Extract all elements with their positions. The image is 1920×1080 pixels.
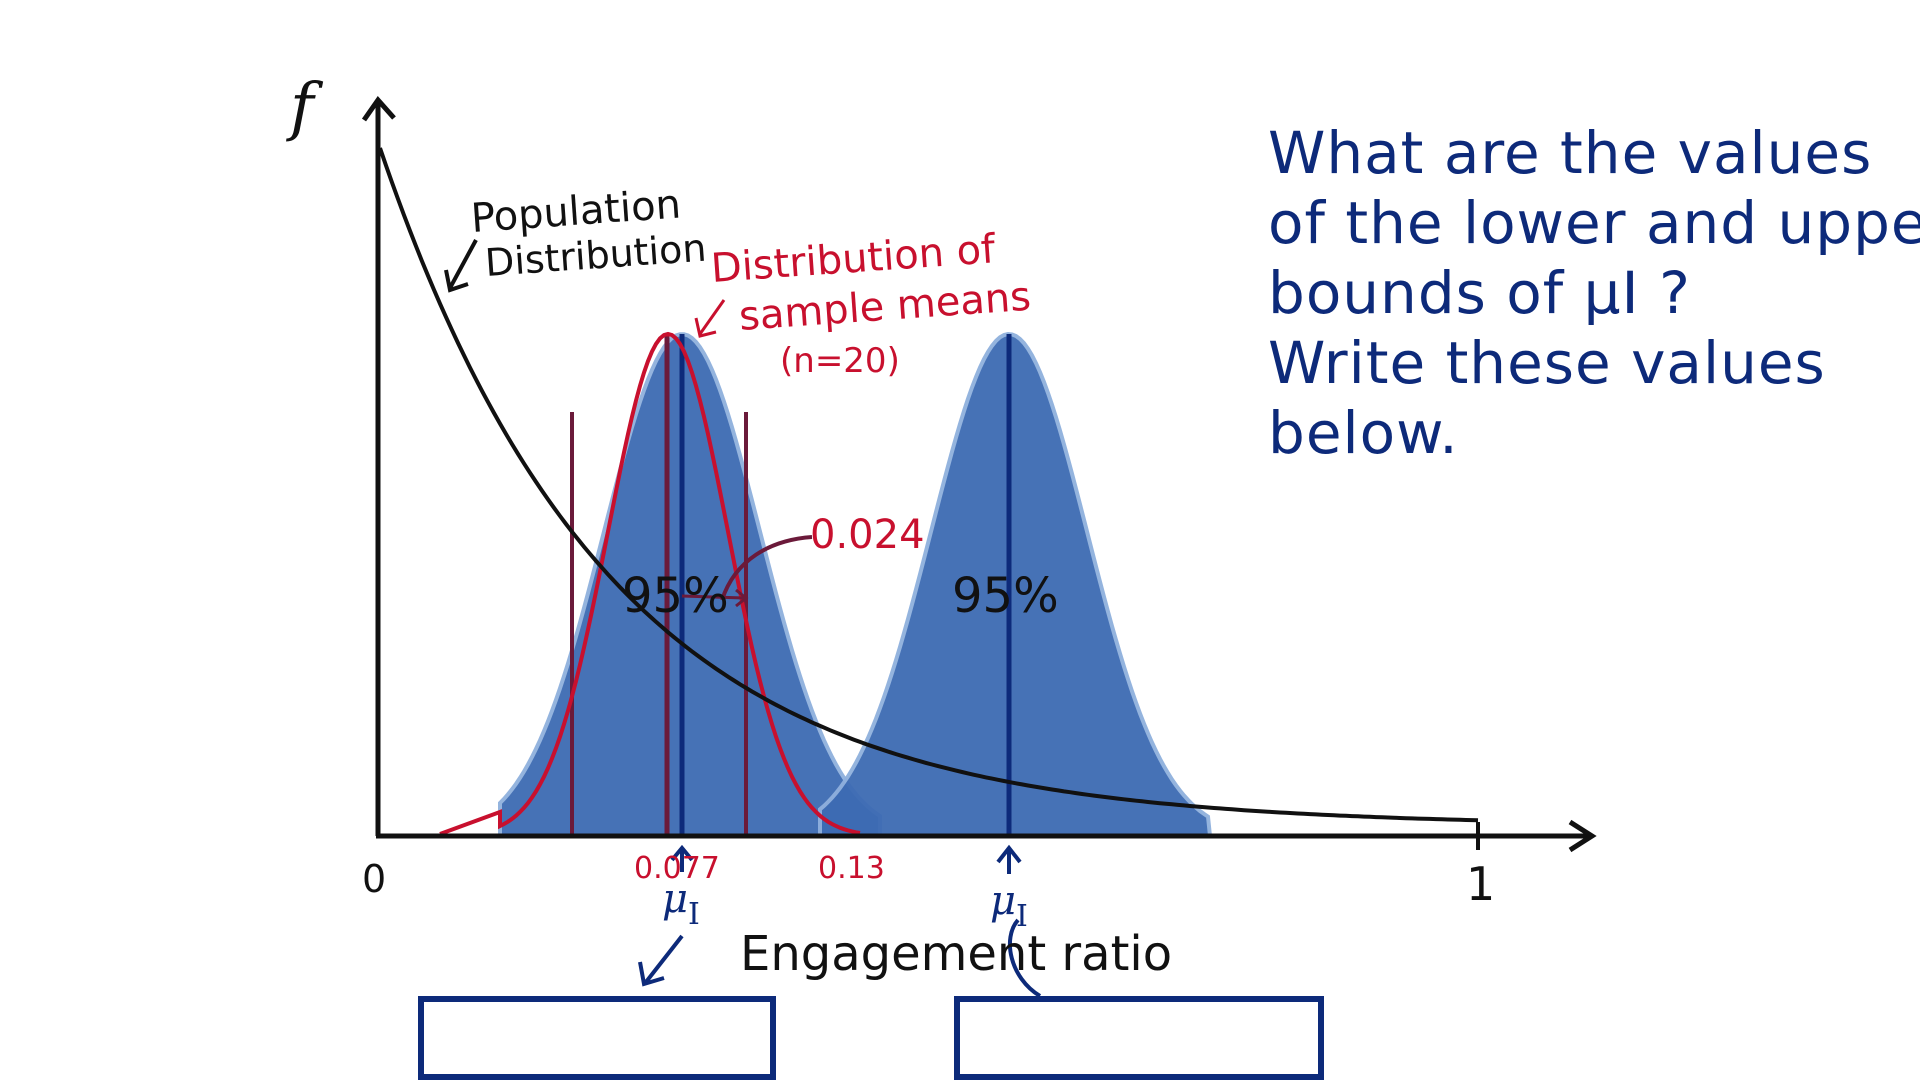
question-line-5: below. <box>1268 399 1459 467</box>
population-pointer <box>444 239 478 293</box>
upper-bound-distribution <box>818 331 1213 838</box>
x-axis-title: Engagement ratio <box>740 926 1172 982</box>
question-line-3: bounds of μI ? <box>1268 259 1691 327</box>
se-pointer <box>720 535 813 601</box>
x-end-label: 1 <box>1466 857 1495 911</box>
sample-pointer <box>694 299 726 338</box>
mu-left-arrow-icon <box>670 844 694 872</box>
se-arrow <box>681 588 749 608</box>
lower-bound-input[interactable] <box>424 1002 770 1074</box>
question-text: What are the values of the lower and upp… <box>1268 118 1920 468</box>
sample-label-line3: (n=20) <box>780 341 900 381</box>
lower-box-pointer <box>638 934 684 987</box>
mu-right-label: μI <box>990 878 1028 934</box>
question-line-2: of the lower and upper <box>1268 189 1920 257</box>
question-line-4: Write these values <box>1268 329 1826 397</box>
upper-bound-input[interactable] <box>960 1002 1318 1074</box>
mu-right-arrow-icon <box>996 844 1022 874</box>
se-label: 0.024 <box>810 512 925 558</box>
sample-means-curve <box>439 331 861 836</box>
tick-label-mean: 0.077 <box>634 851 720 886</box>
x-axis-arrow <box>1568 819 1597 853</box>
lower-bound-box[interactable] <box>418 996 776 1080</box>
question-line-1: What are the values <box>1268 119 1873 187</box>
upper-box-pointer <box>1008 918 1042 998</box>
population-curve <box>378 147 1479 823</box>
y-axis-arrow <box>361 95 396 122</box>
upper-bound-box[interactable] <box>954 996 1324 1080</box>
y-axis-label: f <box>286 70 324 144</box>
tick-label-013: 0.13 <box>818 851 885 886</box>
percent-left: 95% <box>622 568 729 624</box>
mu-left-label: μI <box>662 876 700 932</box>
percent-right: 95% <box>952 568 1059 624</box>
x-origin-label: 0 <box>362 857 386 901</box>
